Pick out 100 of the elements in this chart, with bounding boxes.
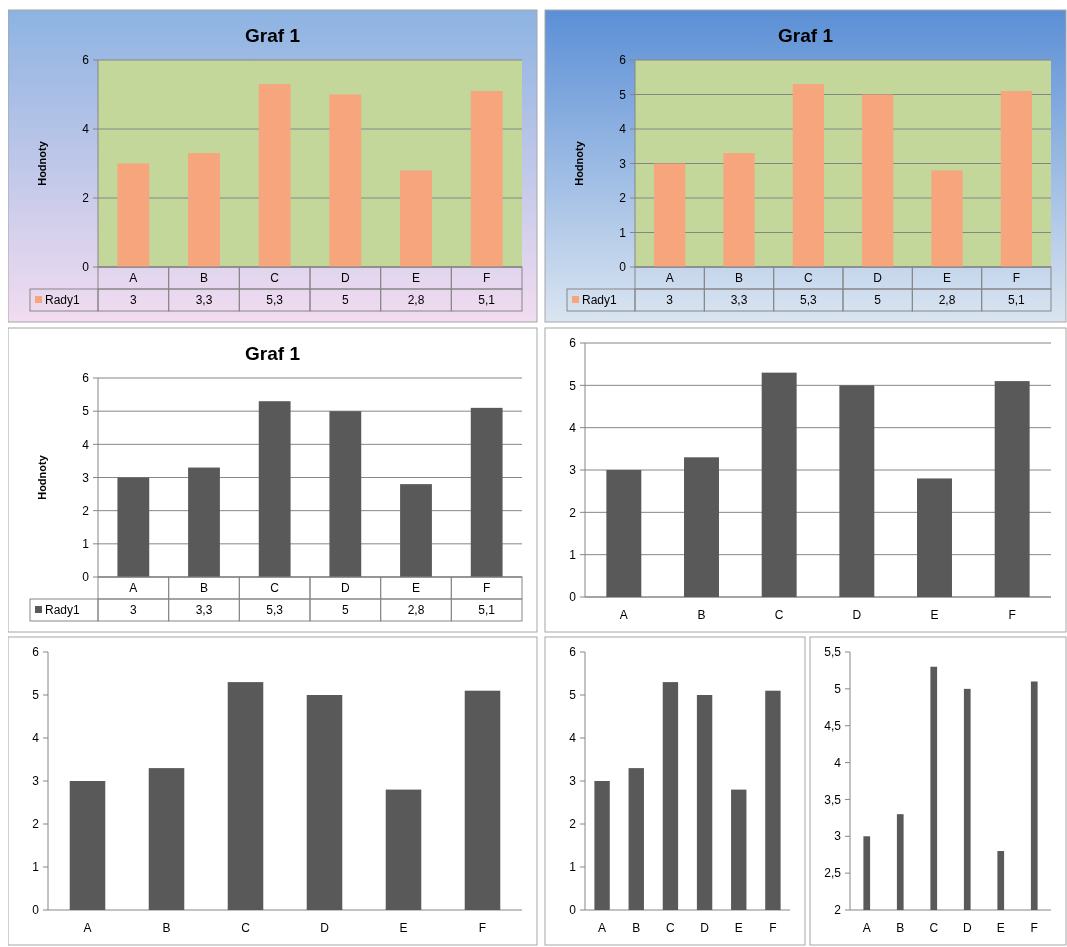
bar (117, 477, 150, 577)
y-tick-label: 1 (32, 860, 40, 875)
data-label: 5,3 (266, 293, 284, 307)
x-tick-label: F (1030, 921, 1038, 935)
y-tick-label: 6 (32, 645, 40, 660)
y-tick-label: 3,5 (824, 792, 842, 807)
y-tick-label: 1 (569, 860, 577, 875)
bar (117, 163, 150, 267)
chart-title: Graf 1 (245, 343, 301, 364)
legend-label: Rady1 (45, 293, 81, 307)
y-tick-label: 1 (619, 225, 627, 240)
x-tick-label: E (411, 581, 421, 595)
y-tick-label: 5 (569, 688, 577, 703)
bar (464, 690, 501, 910)
data-label: 5,1 (478, 603, 496, 617)
bar (792, 84, 824, 267)
bar (917, 478, 952, 597)
y-tick-label: 2 (569, 505, 577, 520)
data-label: 2,8 (938, 293, 956, 307)
y-axis-title: Hodnoty (36, 454, 48, 500)
y-tick-label: 4 (569, 420, 577, 435)
bar (400, 170, 432, 267)
y-tick-label: 5 (82, 404, 90, 419)
y-tick-label: 6 (82, 53, 90, 68)
bar (69, 781, 106, 910)
x-tick-label: E (734, 921, 743, 935)
bar (654, 163, 686, 267)
x-tick-label: D (852, 608, 862, 622)
y-tick-label: 1 (569, 547, 577, 562)
y-axis-title: Hodnoty (36, 140, 48, 186)
legend-label: Rady1 (582, 293, 618, 307)
y-tick-label: 0 (569, 903, 577, 918)
data-label: 5 (341, 603, 349, 617)
y-tick-label: 2 (569, 817, 577, 832)
x-tick-label: A (665, 271, 674, 285)
bar (862, 94, 894, 267)
bar (765, 690, 781, 910)
x-tick-label: D (962, 921, 972, 935)
x-tick-label: A (619, 608, 628, 622)
x-tick-label: F (482, 581, 491, 595)
y-tick-label: 2 (82, 503, 90, 518)
data-label: 5,1 (1007, 293, 1025, 307)
bar (606, 470, 642, 597)
bar (628, 768, 644, 910)
chart-title: Graf 1 (245, 25, 301, 46)
x-tick-label: F (478, 921, 487, 935)
y-tick-label: 0 (82, 570, 90, 585)
x-tick-label: C (666, 921, 676, 935)
bar (839, 385, 875, 597)
y-tick-label: 6 (569, 336, 577, 351)
x-tick-label: F (482, 271, 491, 285)
x-tick-label: A (862, 921, 871, 935)
y-axis-title: Hodnoty (573, 140, 585, 186)
x-tick-label: E (996, 921, 1005, 935)
data-label: 3,3 (730, 293, 748, 307)
bar (684, 457, 719, 597)
data-label: 2,8 (407, 603, 425, 617)
x-tick-label: B (734, 271, 744, 285)
y-tick-label: 3 (82, 470, 90, 485)
data-label: 2,8 (407, 293, 425, 307)
bar (258, 84, 291, 267)
data-label: 5,1 (478, 293, 496, 307)
y-tick-label: 4 (82, 122, 90, 137)
bar (994, 381, 1030, 597)
bar (385, 789, 422, 910)
x-tick-label: D (341, 581, 350, 595)
y-tick-label: 6 (569, 645, 577, 660)
y-tick-label: 4 (32, 731, 40, 746)
chart-title: Graf 1 (778, 25, 834, 46)
x-tick-label: C (804, 271, 813, 285)
bar (400, 484, 432, 577)
y-tick-label: 6 (82, 371, 90, 386)
x-tick-label: E (399, 921, 408, 935)
bar (731, 789, 747, 910)
x-tick-label: F (1008, 608, 1016, 622)
x-tick-label: A (598, 921, 607, 935)
data-label: 5 (874, 293, 882, 307)
bar (188, 467, 220, 577)
y-tick-label: 0 (82, 260, 90, 275)
x-tick-label: C (270, 271, 280, 285)
x-tick-label: B (162, 921, 171, 935)
data-label: 3,3 (195, 603, 213, 617)
bar (258, 401, 291, 577)
x-tick-label: D (873, 271, 883, 285)
y-tick-label: 0 (619, 260, 627, 275)
x-tick-label: B (199, 581, 209, 595)
y-tick-label: 5 (32, 688, 40, 703)
bar (306, 695, 343, 910)
data-label: 3 (129, 603, 137, 617)
x-tick-label: E (942, 271, 952, 285)
bar (148, 768, 185, 910)
y-tick-label: 5 (834, 682, 842, 697)
x-tick-label: B (697, 608, 706, 622)
bar (696, 695, 713, 910)
y-tick-label: 5 (569, 378, 577, 393)
data-label: 3,3 (195, 293, 213, 307)
x-tick-label: F (769, 921, 777, 935)
bar (329, 411, 362, 577)
y-tick-label: 0 (32, 903, 40, 918)
y-tick-label: 1 (82, 537, 90, 552)
